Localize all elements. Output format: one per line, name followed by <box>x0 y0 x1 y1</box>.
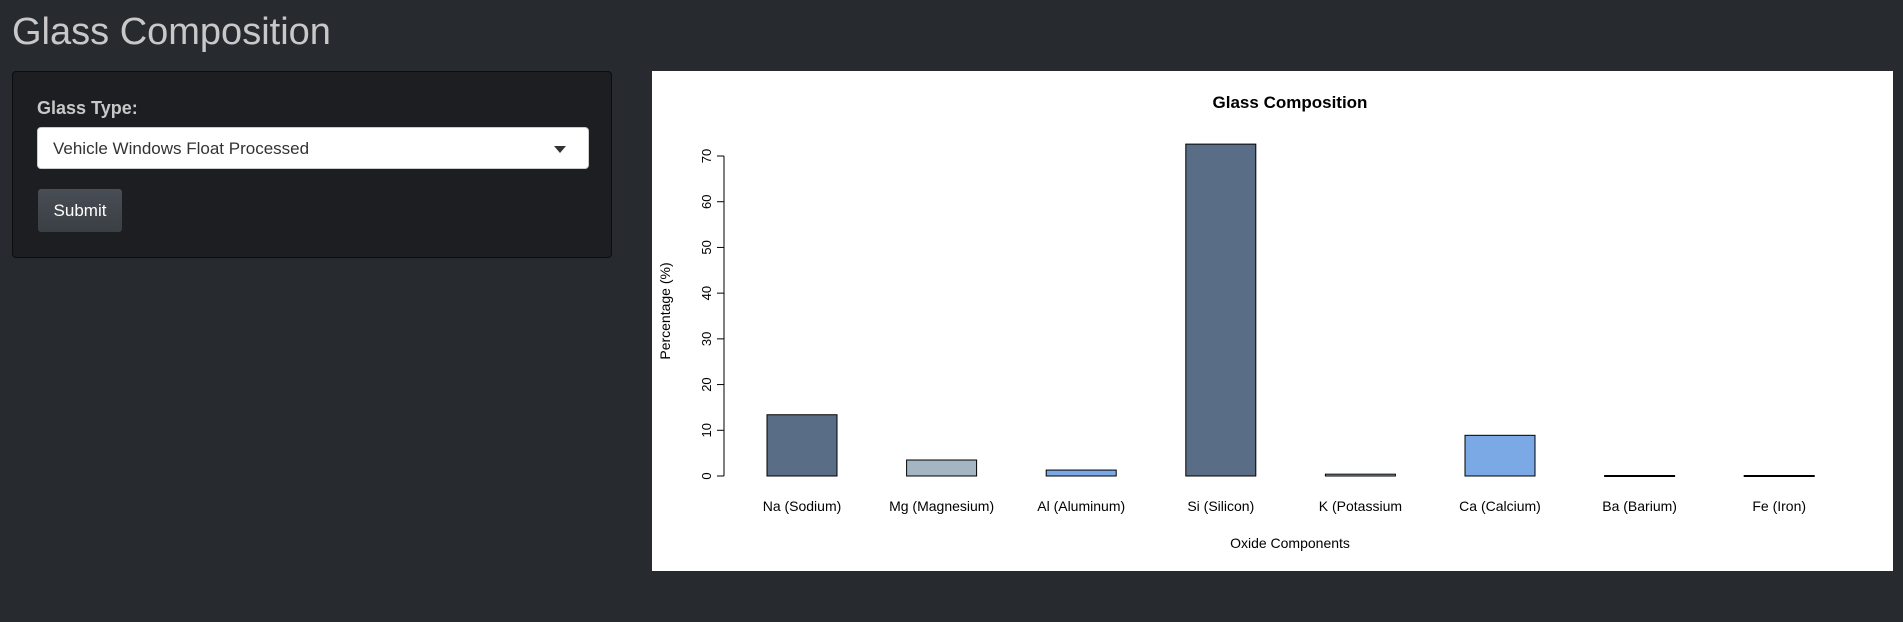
plot-output: Glass Composition Oxide Components Perce… <box>652 71 1893 571</box>
glass-type-select[interactable]: Vehicle Windows Float Processed <box>37 127 589 169</box>
y-axis-label: Percentage (%) <box>657 262 673 359</box>
x-tick-label: Ba (Barium) <box>1602 498 1677 514</box>
y-tick-label: 40 <box>699 286 714 300</box>
x-tick-label: K (Potassium <box>1319 498 1402 514</box>
bar <box>906 459 978 477</box>
y-tick-label: 30 <box>699 332 714 346</box>
bar <box>1324 473 1396 477</box>
bar <box>1464 434 1536 477</box>
x-tick-label: Al (Aluminum) <box>1037 498 1125 514</box>
bar <box>1185 143 1257 477</box>
x-tick-label: Fe (Iron) <box>1752 498 1806 514</box>
y-tick-label: 0 <box>699 472 714 479</box>
glass-type-selected-value: Vehicle Windows Float Processed <box>53 139 310 158</box>
bar <box>766 414 838 477</box>
y-tick-label: 50 <box>699 240 714 254</box>
x-tick-label: Si (Silicon) <box>1187 498 1254 514</box>
y-axis: 0 10 20 30 40 50 60 70 <box>699 149 725 480</box>
bar <box>1045 469 1117 477</box>
x-tick-label: Mg (Magnesium) <box>889 498 994 514</box>
y-tick-label: 70 <box>699 149 714 163</box>
x-axis-label: Oxide Components <box>1230 535 1350 551</box>
bars <box>766 143 1815 477</box>
bar <box>1743 475 1815 477</box>
sidebar-panel: Glass Type: Vehicle Windows Float Proces… <box>12 71 612 258</box>
x-tick-labels: Na (Sodium) Mg (Magnesium) Al (Aluminum) Si… <box>763 498 1806 514</box>
x-tick-label: Ca (Calcium) <box>1459 498 1541 514</box>
x-tick-label: Na (Sodium) <box>763 498 842 514</box>
y-tick-label: 20 <box>699 377 714 391</box>
chart-title: Glass Composition <box>1213 93 1368 112</box>
submit-button[interactable]: Submit <box>37 188 123 233</box>
bar-chart: Glass Composition Oxide Components Perce… <box>657 93 1815 551</box>
glass-type-label: Glass Type: <box>37 98 138 118</box>
page-title: Glass Composition <box>12 11 331 53</box>
chevron-down-icon <box>554 146 566 153</box>
y-tick-label: 60 <box>699 194 714 208</box>
y-tick-label: 10 <box>699 423 714 437</box>
bar <box>1604 475 1676 477</box>
